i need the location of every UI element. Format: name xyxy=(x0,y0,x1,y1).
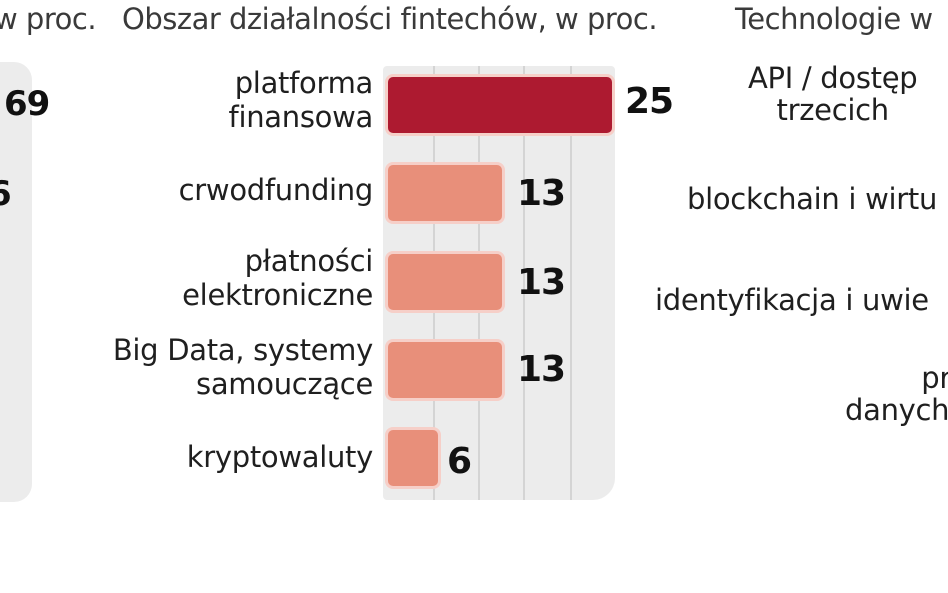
left-chart-title-partial: w proc. xyxy=(0,2,97,36)
right-chart-label-blockchain: blockchain i wirtu xyxy=(687,183,937,215)
bar-value-big-data: 13 xyxy=(517,349,566,390)
bar-kryptowaluty xyxy=(388,430,438,486)
bar-big-data xyxy=(388,342,502,398)
bar-value-platforma-finansowa: 25 xyxy=(625,81,674,122)
right-chart-label-identyfikacja: identyfikacja i uwie xyxy=(655,284,929,316)
bar-label-crwodfunding: crwodfunding xyxy=(178,173,374,207)
left-chart-panel xyxy=(0,62,32,502)
bar-label-line: finansowa xyxy=(228,100,374,134)
bar-label-line: kryptowaluty xyxy=(186,440,374,474)
right-label-line: trzecich xyxy=(776,93,890,127)
bar-platforma-finansowa xyxy=(388,77,612,133)
right-chart-label-api: API / dostęp trzecich xyxy=(748,61,918,127)
right-chart-label-dane: pr danych xyxy=(845,362,948,426)
bar-crwodfunding xyxy=(388,165,502,221)
main-chart-title: Obszar działalności fintechów, w proc. xyxy=(122,2,658,36)
left-chart-value-1: 69 xyxy=(4,84,50,124)
right-label-line: API / dostęp xyxy=(748,61,918,95)
right-chart-title-partial: Technologie w xyxy=(735,2,933,36)
right-label-line: danych xyxy=(845,393,948,427)
bar-label-line: platforma xyxy=(234,66,374,100)
right-label-line: blockchain i wirtu xyxy=(687,182,938,216)
left-chart-value-2: 6 xyxy=(0,174,12,214)
bar-label-line: elektroniczne xyxy=(182,278,373,312)
bar-label-line: płatności xyxy=(244,244,374,278)
bar-label-platforma-finansowa: platforma finansowa xyxy=(228,66,374,134)
right-label-line: identyfikacja i uwie xyxy=(655,283,929,317)
bar-label-line: crwodfunding xyxy=(178,173,374,207)
gridline xyxy=(570,66,572,500)
bar-label-big-data: Big Data, systemy samouczące xyxy=(113,333,373,401)
bar-label-kryptowaluty: kryptowaluty xyxy=(186,440,374,474)
bar-label-line: samouczące xyxy=(196,367,373,401)
bar-label-platnosci-elektroniczne: płatności elektroniczne xyxy=(182,244,373,312)
bar-value-crwodfunding: 13 xyxy=(517,173,566,214)
bar-value-platnosci-elektroniczne: 13 xyxy=(517,262,566,303)
bar-value-kryptowaluty: 6 xyxy=(447,441,472,482)
gridline xyxy=(523,66,525,500)
bar-platnosci-elektroniczne xyxy=(388,254,502,310)
right-label-line: pr xyxy=(921,361,948,395)
bar-label-line: Big Data, systemy xyxy=(112,333,373,367)
